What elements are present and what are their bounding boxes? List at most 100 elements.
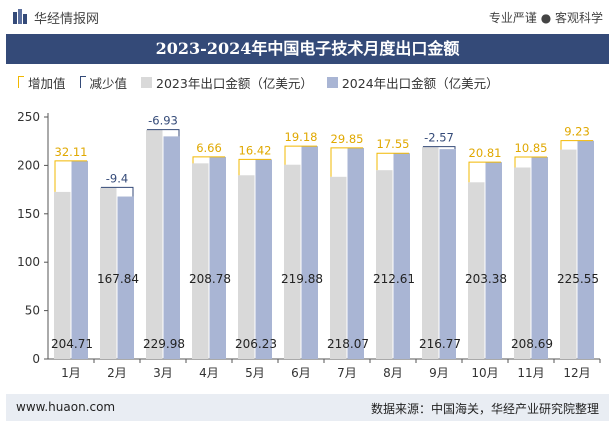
increase-bracket <box>514 156 547 168</box>
x-tick-label: 4月 <box>199 366 219 380</box>
bar-2023 <box>100 187 117 359</box>
increase-bracket <box>560 140 593 150</box>
y-tick-label: 0 <box>32 352 40 366</box>
change-label: 20.81 <box>469 146 502 160</box>
decrease-bracket <box>423 146 456 150</box>
y-tick-label: 50 <box>25 304 40 318</box>
bar-2024 <box>439 149 456 359</box>
bar-2023 <box>146 129 163 359</box>
legend-label-increase: 增加值 <box>28 75 66 91</box>
bar-2024 <box>485 162 502 359</box>
legend-item-increase: 增加值 <box>18 73 66 92</box>
change-label: 6.66 <box>196 141 222 155</box>
legend-item-2023: 2023年出口金额（亿美元） <box>141 73 313 92</box>
increase-bracket <box>238 158 271 176</box>
change-label: 17.55 <box>377 137 410 151</box>
bar-2024 <box>393 153 410 359</box>
decrease-bracket <box>147 129 180 137</box>
increase-bracket <box>330 147 363 177</box>
decrease-legend-icon <box>79 76 86 88</box>
y-tick-label: 150 <box>17 207 40 221</box>
increase-bracket <box>376 152 409 171</box>
bar-chart: 0 50 100 150 200 250 32.11 204.71 1月 -9.4 167.84 2月… <box>17 110 601 380</box>
footer: www.huaon.com 数据来源：中国海关，华经产业研究院整理 <box>6 394 609 421</box>
change-label: 32.11 <box>55 145 88 159</box>
bar-2024 <box>209 156 226 359</box>
footer-source: 数据来源：中国海关，华经产业研究院整理 <box>370 402 599 416</box>
value-label-2024: 206.23 <box>235 337 277 351</box>
legend-item-2024: 2024年出口金额（亿美元） <box>326 73 499 92</box>
footer-url[interactable]: www.huaon.com <box>16 400 116 414</box>
change-label: -6.93 <box>148 114 178 128</box>
chart-title: 2023-2024年中国电子技术月度出口金额 <box>6 34 609 64</box>
x-tick-label: 5月 <box>245 366 265 380</box>
y-tick-label: 100 <box>17 255 40 269</box>
increase-bracket <box>468 161 501 183</box>
value-label-2024: 216.77 <box>419 337 461 351</box>
bar-2024 <box>163 136 180 359</box>
value-label-2024: 229.98 <box>143 337 185 351</box>
value-label-2024: 208.78 <box>189 272 231 286</box>
x-tick-label: 3月 <box>153 366 173 380</box>
bar-2023 <box>284 164 301 359</box>
bar-2024 <box>301 146 318 359</box>
x-tick-label: 2月 <box>107 366 127 380</box>
bar-2023 <box>330 176 347 359</box>
bar-2024 <box>71 160 88 359</box>
bar-2023 <box>54 191 71 359</box>
series-2023-swatch <box>141 76 153 88</box>
change-label: 29.85 <box>331 132 364 146</box>
y-tick-label: 200 <box>17 158 40 172</box>
series-2024-swatch <box>326 76 338 88</box>
bar-2024 <box>577 140 594 359</box>
bar-2023 <box>238 175 255 359</box>
legend-item-decrease: 减少值 <box>79 73 128 92</box>
value-label-2024: 203.38 <box>465 272 507 286</box>
value-label-2024: 167.84 <box>97 272 139 286</box>
change-label: -9.4 <box>106 171 128 185</box>
bar-2023 <box>422 146 439 359</box>
x-tick-label: 1月 <box>61 366 81 380</box>
top-bar: 华经情报网 专业严谨 ● 客观科学 <box>0 0 615 34</box>
x-tick-label: 7月 <box>337 366 357 380</box>
x-tick-label: 11月 <box>517 366 544 380</box>
site-name: 华经情报网 <box>34 12 100 27</box>
bar-2023 <box>376 170 393 359</box>
increase-bracket <box>284 145 317 165</box>
increase-bracket <box>54 160 87 192</box>
legend-label-2024: 2024年出口金额（亿美元） <box>341 75 499 91</box>
x-tick-label: 8月 <box>383 366 403 380</box>
change-label: 10.85 <box>515 141 548 155</box>
value-label-2024: 225.55 <box>557 272 599 286</box>
x-tick-label: 12月 <box>563 366 590 380</box>
increase-bracket <box>192 156 225 164</box>
change-label: 9.23 <box>564 125 590 139</box>
decrease-bracket <box>101 186 134 197</box>
change-label: 16.42 <box>239 143 272 157</box>
change-label: -2.57 <box>424 131 454 145</box>
increase-legend-icon <box>18 76 24 88</box>
bar-2023 <box>468 182 485 359</box>
legend-label-2023: 2023年出口金额（亿美元） <box>156 75 313 91</box>
bar-2024 <box>347 147 364 359</box>
logo-icon <box>13 9 27 24</box>
bar-2024 <box>117 196 134 359</box>
value-label-2024: 219.88 <box>281 272 323 286</box>
tagline: 专业严谨 ● 客观科学 <box>488 11 603 25</box>
x-tick-label: 10月 <box>471 366 498 380</box>
x-tick-label: 6月 <box>291 366 311 380</box>
bar-2024 <box>531 156 548 359</box>
bar-2023 <box>514 167 531 359</box>
bar-2024 <box>255 159 272 359</box>
change-label: 19.18 <box>285 130 318 144</box>
bar-2023 <box>192 163 209 359</box>
value-label-2024: 204.71 <box>51 337 93 351</box>
value-label-2024: 218.07 <box>327 337 369 351</box>
chart-legend: 增加值 减少值 2023年出口金额（亿美元） 2024年出口金额（亿美元） <box>18 72 513 92</box>
bar-2023 <box>560 149 577 359</box>
value-label-2024: 212.61 <box>373 272 415 286</box>
legend-label-decrease: 减少值 <box>89 75 128 91</box>
y-tick-label: 250 <box>17 110 40 124</box>
value-label-2024: 208.69 <box>511 337 553 351</box>
x-tick-label: 9月 <box>429 366 449 380</box>
